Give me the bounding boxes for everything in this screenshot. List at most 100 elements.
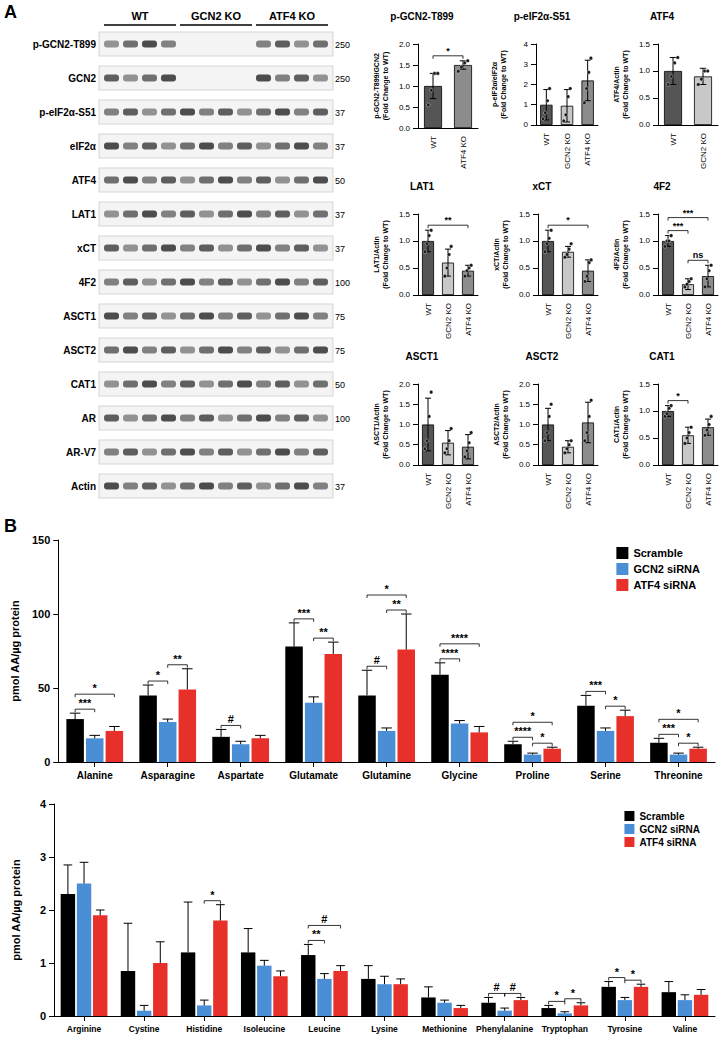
svg-text:1.5: 1.5 (639, 40, 651, 49)
svg-text:4: 4 (524, 40, 529, 49)
svg-text:Aspartate: Aspartate (218, 770, 265, 781)
svg-text:4F2: 4F2 (79, 277, 97, 288)
svg-text:4F2: 4F2 (653, 181, 671, 192)
svg-text:*: * (676, 707, 681, 719)
svg-text:Glutamate: Glutamate (289, 770, 338, 781)
svg-text:p-GCN2-T899: p-GCN2-T899 (390, 11, 454, 22)
svg-text:Tyrosine: Tyrosine (607, 1024, 642, 1034)
svg-text:ATF4 KO: ATF4 KO (704, 303, 713, 336)
svg-text:WT: WT (544, 473, 553, 486)
svg-text:37: 37 (335, 210, 345, 220)
svg-text:Proline: Proline (516, 770, 550, 781)
svg-text:GCN2 KO: GCN2 KO (699, 133, 708, 169)
svg-text:4F2/Actin: 4F2/Actin (613, 239, 620, 271)
svg-text:**: ** (319, 626, 328, 638)
svg-text:ATF4: ATF4 (72, 175, 97, 186)
svg-text:37: 37 (335, 108, 345, 118)
svg-text:GCN2: GCN2 (68, 73, 96, 84)
svg-text:GCN2 KO: GCN2 KO (444, 303, 453, 339)
svg-text:37: 37 (335, 244, 345, 254)
svg-text:*: * (686, 731, 691, 743)
svg-text:50: 50 (335, 176, 345, 186)
svg-text:1.0: 1.0 (399, 420, 411, 429)
svg-text:(Fold Change to WT): (Fold Change to WT) (622, 220, 630, 288)
svg-text:3: 3 (40, 851, 46, 863)
svg-text:ATF4/Actin: ATF4/Actin (613, 66, 620, 102)
svg-text:ATF4 siRNA: ATF4 siRNA (633, 579, 696, 591)
svg-text:LAT1/Actin: LAT1/Actin (373, 236, 380, 272)
svg-text:GCN2 KO: GCN2 KO (564, 303, 573, 339)
svg-text:AR-V7: AR-V7 (66, 447, 96, 458)
svg-text:Glycine: Glycine (442, 770, 479, 781)
svg-text:WT: WT (131, 10, 148, 22)
svg-text:Asparagine: Asparagine (140, 770, 195, 781)
svg-text:0: 0 (44, 756, 50, 768)
svg-text:*: * (384, 583, 389, 595)
svg-text:ATF4 KO: ATF4 KO (584, 473, 593, 506)
svg-text:2.0: 2.0 (399, 40, 411, 49)
svg-text:**: ** (312, 928, 321, 940)
svg-text:#: # (494, 981, 500, 993)
svg-text:1: 1 (524, 100, 529, 109)
svg-text:0.5: 0.5 (519, 263, 531, 272)
svg-text:ns: ns (693, 250, 704, 260)
svg-text:*: * (210, 889, 215, 901)
svg-text:ATF4 KO: ATF4 KO (464, 303, 473, 336)
svg-text:0.0: 0.0 (639, 120, 651, 129)
svg-text:0.0: 0.0 (519, 290, 531, 299)
svg-text:37: 37 (335, 482, 345, 492)
svg-text:1.5: 1.5 (639, 380, 651, 389)
svg-text:pmol AA/µg protein: pmol AA/µg protein (9, 600, 21, 702)
svg-text:0.0: 0.0 (399, 460, 411, 469)
svg-text:WT: WT (429, 136, 438, 149)
svg-text:*: * (676, 391, 680, 401)
svg-text:100: 100 (335, 278, 350, 288)
svg-text:p-GCN2-T899/GCN2: p-GCN2-T899/GCN2 (373, 53, 381, 119)
svg-text:GCN2 KO: GCN2 KO (444, 473, 453, 509)
svg-text:GCN2 KO: GCN2 KO (564, 473, 573, 509)
svg-text:WT: WT (664, 303, 673, 316)
svg-text:*: * (93, 682, 98, 694)
svg-text:(Fold Change to WT): (Fold Change to WT) (382, 220, 390, 288)
svg-text:50: 50 (335, 380, 345, 390)
svg-text:0.0: 0.0 (519, 460, 531, 469)
svg-text:LAT1: LAT1 (72, 209, 97, 220)
svg-text:ATF4 siRNA: ATF4 siRNA (639, 837, 696, 848)
svg-text:***: *** (662, 722, 676, 734)
svg-text:GCN2 siRNA: GCN2 siRNA (639, 824, 700, 835)
svg-text:xCT/Actin: xCT/Actin (493, 238, 500, 271)
svg-text:Isoleucine: Isoleucine (244, 1024, 286, 1034)
svg-text:Lysine: Lysine (371, 1024, 398, 1034)
svg-text:50: 50 (38, 682, 50, 694)
svg-text:***: *** (297, 607, 311, 619)
svg-text:**: ** (392, 598, 401, 610)
svg-text:*: * (540, 731, 545, 743)
svg-text:0.5: 0.5 (639, 433, 651, 442)
svg-text:ASCT1/Actin: ASCT1/Actin (373, 403, 380, 445)
svg-text:#: # (510, 981, 516, 993)
svg-text:WT: WT (544, 303, 553, 316)
svg-text:0.5: 0.5 (399, 440, 411, 449)
svg-text:Cystine: Cystine (129, 1024, 160, 1034)
svg-text:100: 100 (32, 608, 50, 620)
svg-text:0: 0 (524, 120, 529, 129)
svg-text:Serine: Serine (590, 770, 621, 781)
svg-text:0.5: 0.5 (639, 93, 651, 102)
svg-text:0.5: 0.5 (519, 440, 531, 449)
svg-text:0.0: 0.0 (399, 124, 411, 133)
svg-text:1.0: 1.0 (399, 82, 411, 91)
svg-text:4: 4 (40, 798, 47, 810)
svg-text:****: **** (451, 632, 469, 644)
svg-text:ATF4 KO: ATF4 KO (459, 136, 468, 169)
svg-text:WT: WT (664, 473, 673, 486)
svg-text:*: * (571, 987, 576, 999)
svg-text:Leucine: Leucine (308, 1024, 340, 1034)
svg-text:1.0: 1.0 (639, 236, 651, 245)
svg-text:xCT: xCT (77, 243, 96, 254)
svg-text:ATF4 KO: ATF4 KO (584, 303, 593, 336)
svg-text:WT: WT (424, 303, 433, 316)
svg-text:WT: WT (542, 133, 551, 146)
svg-text:1.5: 1.5 (519, 400, 531, 409)
svg-text:LAT1: LAT1 (410, 181, 435, 192)
svg-text:Alanine: Alanine (77, 770, 114, 781)
